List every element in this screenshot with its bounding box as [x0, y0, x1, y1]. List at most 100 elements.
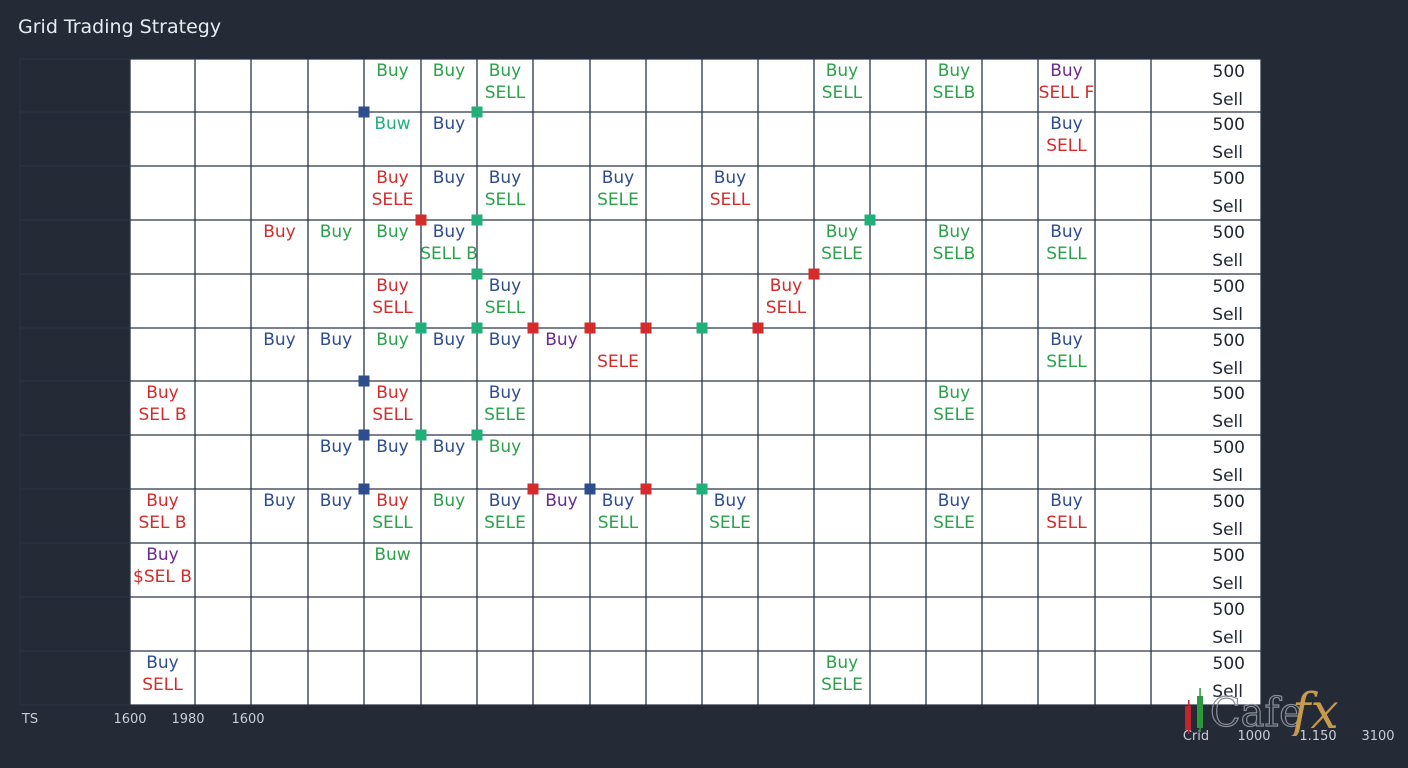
order-markers — [358, 106, 876, 495]
svg-text:fx: fx — [1288, 684, 1339, 736]
order-marker — [696, 483, 708, 495]
cell-sell-label: SELL — [710, 190, 751, 210]
right-side-label: Sell — [1212, 628, 1243, 648]
cell-buy-label: Buy — [433, 114, 466, 134]
cell-buy-label: Buw — [374, 114, 410, 134]
cell-buy-label: Buy — [714, 491, 747, 511]
order-marker — [640, 483, 652, 495]
cell-buy-label: Buy — [146, 653, 179, 673]
cell-buy-label: Buy — [938, 222, 971, 242]
right-side-label: Sell — [1212, 682, 1243, 702]
right-value-label: 500 — [1213, 115, 1245, 135]
plot-background — [130, 59, 1261, 705]
cell-buy-label: Buy — [263, 330, 296, 350]
order-marker — [584, 322, 596, 334]
order-marker — [415, 429, 427, 441]
order-marker — [471, 268, 483, 280]
order-marker — [415, 214, 427, 226]
cell-sell-label: SELE — [933, 405, 975, 425]
cell-sell-label: SELL — [1046, 513, 1087, 533]
order-marker — [864, 214, 876, 226]
right-side-label: Sell — [1212, 197, 1243, 217]
order-marker — [471, 429, 483, 441]
cell-buy-label: Buy — [433, 61, 466, 81]
cell-sell-label: SELL — [372, 513, 413, 533]
cell-buy-label: Buy — [376, 491, 409, 511]
x-tick-label: TS — [21, 712, 38, 727]
right-side-label: Sell — [1212, 412, 1243, 432]
right-side-label: Sell — [1212, 90, 1243, 110]
cell-buy-label: Buy — [602, 491, 635, 511]
cell-sell-label: SELE — [821, 244, 863, 264]
cell-sell-label: SELE — [933, 513, 975, 533]
order-marker — [527, 322, 539, 334]
order-marker — [527, 483, 539, 495]
cell-buy-label: Buy — [826, 222, 859, 242]
cell-sell-label: SELL F — [1039, 83, 1095, 103]
plot-area — [130, 59, 1261, 705]
order-marker — [640, 322, 652, 334]
cell-buy-label: Buy — [433, 491, 466, 511]
cell-sell-label: SELE — [372, 190, 414, 210]
cell-sell-label: SELL — [766, 298, 807, 318]
right-side-label: Sell — [1212, 143, 1243, 163]
cell-buy-label: Buy — [376, 383, 409, 403]
cell-buy-label: Buy — [770, 276, 803, 296]
right-value-label: 500 — [1213, 546, 1245, 566]
x-tick-label: 1600 — [113, 712, 146, 727]
order-marker — [752, 322, 764, 334]
order-marker — [584, 483, 596, 495]
cell-buy-label: Buy — [545, 330, 578, 350]
cell-buy-label: Buw — [374, 545, 410, 565]
cell-buy-label: Buy — [320, 437, 353, 457]
cell-sell-label: SELE — [484, 513, 526, 533]
cell-buy-label: Buy — [826, 61, 859, 81]
cell-sell-label: SELE — [484, 405, 526, 425]
cell-sell-label: SELL — [372, 405, 413, 425]
cell-buy-label: Buy — [602, 168, 635, 188]
cell-sell-label: SEL B — [138, 513, 186, 533]
cell-buy-label: Buy — [714, 168, 747, 188]
cell-buy-label: Buy — [1050, 330, 1083, 350]
cell-buy-label: Buy — [489, 383, 522, 403]
cell-buy-label: Buy — [1050, 114, 1083, 134]
cell-sell-label: SELE — [821, 675, 863, 695]
cell-buy-label: Buy — [376, 437, 409, 457]
cell-buy-label: Buy — [489, 276, 522, 296]
cell-sell-label: SELB — [933, 83, 976, 103]
right-side-label: Sell — [1212, 359, 1243, 379]
cell-buy-label: Buy — [938, 491, 971, 511]
cell-buy-label: Buy — [263, 491, 296, 511]
cell-sell-label: SEL B — [138, 405, 186, 425]
cell-sell-label: SELL — [142, 675, 183, 695]
cell-buy-label: Buy — [376, 61, 409, 81]
right-value-label: 500 — [1213, 384, 1245, 404]
order-marker — [415, 322, 427, 334]
cell-buy-label: Buy — [376, 222, 409, 242]
right-value-label: 500 — [1213, 492, 1245, 512]
cell-buy-label: Buy — [376, 330, 409, 350]
cell-sell-label: SELL — [598, 513, 639, 533]
cell-sell-label: SELL — [372, 298, 413, 318]
right-side-label: Sell — [1212, 520, 1243, 540]
order-marker — [358, 483, 370, 495]
right-side-label: Sell — [1212, 466, 1243, 486]
cell-buy-label: Buy — [489, 168, 522, 188]
cell-sell-label: SELL B — [420, 244, 478, 264]
cell-sell-label: SELE — [597, 190, 639, 210]
cell-buy-label: Buy — [489, 437, 522, 457]
x-tick-label: 1600 — [231, 712, 264, 727]
x-tick-label: 1.150 — [1299, 729, 1336, 744]
cell-buy-label: Buy — [938, 383, 971, 403]
cell-buy-label: Buy — [433, 168, 466, 188]
cell-buy-label: Buy — [1050, 491, 1083, 511]
cell-sell-label: SELL — [822, 83, 863, 103]
order-marker — [358, 429, 370, 441]
cell-buy-label: Buy — [320, 491, 353, 511]
right-value-label: 500 — [1213, 223, 1245, 243]
right-axis-labels: 500 Sell 500 Sell 500 Sell 500 Sell 500 Sell 500 Se… — [1212, 62, 1245, 702]
cell-sell-label: SELL — [485, 83, 526, 103]
cell-buy-label: Buy — [263, 222, 296, 242]
